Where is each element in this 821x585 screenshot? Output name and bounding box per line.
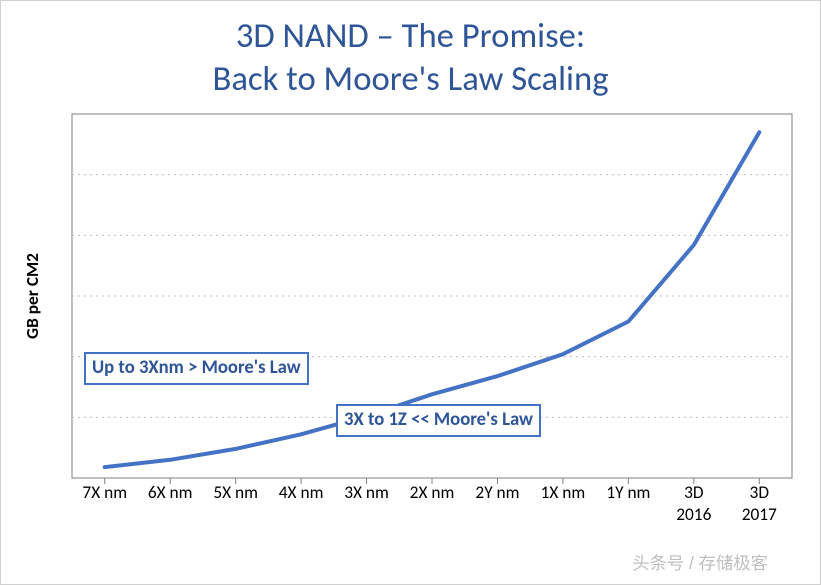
- x-tick-label-line1: 3D: [684, 481, 704, 503]
- y-axis-label: GB per CM2: [21, 253, 43, 339]
- x-tick-label: 4X nm: [279, 481, 324, 503]
- x-tick-label: 3X nm: [344, 481, 389, 503]
- x-tick-label: 6X nm: [148, 481, 193, 503]
- annotation-moore-faster: Up to 3Xnm > Moore's Law: [84, 352, 309, 385]
- annotation-moore-slower: 3X to 1Z << Moore's Law: [336, 404, 541, 437]
- watermark-text: 头条号 / 存储极客: [632, 553, 768, 573]
- x-tick-label-line2: 2016: [676, 503, 711, 525]
- x-tick-label-line2: 2017: [742, 503, 777, 525]
- x-tick-label: 5X nm: [213, 481, 258, 503]
- x-tick-label: 7X nm: [82, 481, 127, 503]
- x-tick-label: 1Y nm: [606, 481, 650, 503]
- title-line-1: 3D NAND – The Promise:: [1, 15, 820, 58]
- annotation-text: 3X to 1Z << Moore's Law: [344, 408, 533, 431]
- x-tick-label-line1: 3D: [750, 481, 770, 503]
- x-tick-label: 2X nm: [410, 481, 455, 503]
- title-line-2: Back to Moore's Law Scaling: [1, 58, 820, 101]
- watermark: 头条号 / 存储极客: [632, 549, 768, 574]
- x-tick-label: 2Y nm: [475, 481, 519, 503]
- annotation-text: Up to 3Xnm > Moore's Law: [92, 356, 301, 379]
- x-tick-label: 1X nm: [541, 481, 586, 503]
- slide-title: 3D NAND – The Promise: Back to Moore's L…: [1, 15, 820, 102]
- chart-container: 7X nm 6X nm 5X nm 4X nm 3X nm 2X nm 2Y nm 1X nm…: [20, 108, 801, 582]
- chart-svg: 7X nm 6X nm 5X nm 4X nm 3X nm 2X nm 2Y nm 1X nm…: [20, 108, 802, 582]
- slide-container: 3D NAND – The Promise: Back to Moore's L…: [0, 0, 821, 585]
